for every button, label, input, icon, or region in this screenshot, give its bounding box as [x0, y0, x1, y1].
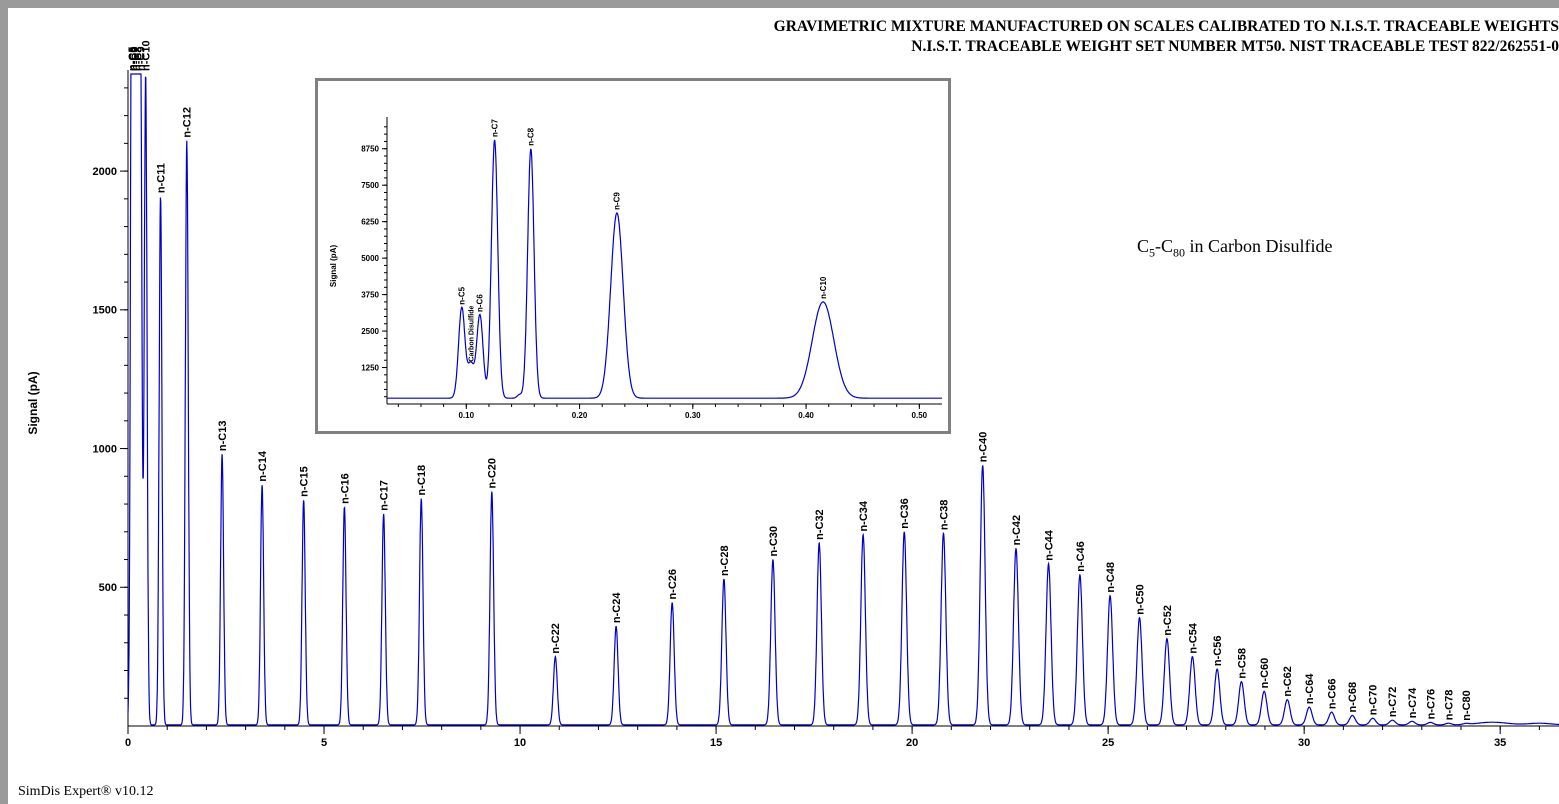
inset-y-axis-label: Signal (pA): [329, 245, 338, 288]
inset-y-tick-label: 2500: [361, 327, 379, 336]
main-peak-label: n-C15: [298, 466, 310, 497]
main-peak-label: n-C70: [1368, 685, 1380, 716]
inset-x-tick-label: 0.40: [798, 411, 814, 420]
main-peak-label: n-C18: [416, 465, 428, 496]
main-peak-label: n-C22: [550, 623, 562, 654]
main-y-tick-label: 500: [99, 582, 117, 594]
inset-peak-label: n-C8: [527, 127, 536, 145]
main-y-tick-label: 1000: [93, 443, 117, 455]
main-peak-label: n-C13: [217, 421, 229, 452]
main-peak-label: n-C20: [487, 458, 499, 489]
main-peak-label: n-C7: [130, 47, 142, 71]
inset-y-tick-label: 5000: [361, 254, 379, 263]
inset-y-tick-label: 6250: [361, 217, 379, 226]
main-peak-label: n-C42: [1011, 515, 1023, 546]
main-x-tick-label: 5: [321, 737, 327, 749]
main-peak-label: n-C6: [128, 47, 140, 71]
main-y-axis-label: Signal (pA): [26, 371, 40, 434]
inset-peak-label: Carbon Disulfide: [469, 306, 476, 362]
main-peak-label: n-C34: [858, 500, 870, 531]
main-peak-label: n-C8: [133, 47, 145, 71]
inset-chart: 1250 2500 3750 5000 6250 7500 8750 0.10 0.20 0.30…: [329, 117, 942, 420]
inset-peak-label: n-C10: [819, 276, 828, 299]
main-x-tick-label: 30: [1298, 737, 1310, 749]
inset-signal-trace: [387, 139, 942, 399]
main-peak-label: n-C62: [1282, 666, 1294, 697]
main-peak-label: n-C52: [1162, 605, 1174, 636]
main-peak-label: n-C44: [1043, 529, 1055, 560]
main-peak-label: n-C74: [1407, 687, 1419, 718]
main-peak-label: n-C36: [899, 498, 911, 529]
main-x-tick-label: 10: [514, 737, 526, 749]
main-peak-label: n-C24: [611, 592, 623, 623]
main-axes: 500 1000 1500 2000 0 5 10 15 20 25 30 35: [93, 70, 1559, 749]
main-x-tick-label: 20: [906, 737, 918, 749]
main-peak-label: n-C68: [1347, 682, 1359, 713]
main-peak-label: n-C58: [1236, 648, 1248, 679]
inset-y-tick-label: 7500: [361, 181, 379, 190]
main-x-tick-label: 35: [1494, 737, 1506, 749]
chromatogram-frame: GRAVIMETRIC MIXTURE MANUFACTURED ON SCAL…: [8, 8, 1559, 804]
main-peak-label: n-C10: [140, 40, 152, 71]
main-peak-label: n-C11: [155, 163, 167, 193]
main-peak-label: n-C9: [135, 47, 147, 71]
main-peak-label: n-C54: [1187, 622, 1199, 653]
inset-peak-label: n-C7: [490, 119, 499, 137]
main-peak-label: n-C12: [182, 107, 194, 138]
inset-peak-label: n-C5: [458, 286, 467, 304]
main-peak-label: n-C38: [938, 500, 950, 531]
main-peak-label: n-C66: [1326, 679, 1338, 710]
inset-y-tick-label: 3750: [361, 290, 379, 299]
main-peak-label: n-C46: [1075, 541, 1087, 572]
software-version: SimDis Expert® v10.12: [18, 784, 154, 799]
main-peak-label: n-C76: [1425, 689, 1437, 720]
main-peak-label: n-C48: [1105, 562, 1117, 593]
inset-y-tick-label: 8750: [361, 145, 379, 154]
main-peak-label: n-C60: [1259, 658, 1271, 689]
main-peak-label: n-C56: [1212, 636, 1224, 667]
main-peak-label: n-C26: [667, 569, 679, 600]
header-line-1: GRAVIMETRIC MIXTURE MANUFACTURED ON SCAL…: [773, 18, 1559, 35]
main-x-tick-label: 15: [710, 737, 722, 749]
main-peak-label: n-C40: [978, 432, 990, 463]
inset-x-tick-label: 0.10: [458, 411, 474, 420]
main-x-tick-label: 0: [125, 737, 131, 749]
inset-x-tick-label: 0.50: [912, 411, 928, 420]
inset-x-tick-label: 0.30: [685, 411, 701, 420]
inset-peak-label: n-C9: [613, 192, 622, 210]
main-peak-label: n-C80: [1461, 690, 1473, 721]
main-peak-label: n-C50: [1134, 584, 1146, 615]
main-peak-label: n-C5: [127, 47, 139, 71]
main-peak-label: n-C16: [339, 473, 351, 504]
main-x-tick-label: 25: [1102, 737, 1114, 749]
header-line-2: N.I.S.T. TRACEABLE WEIGHT SET NUMBER MT5…: [911, 38, 1559, 55]
inset-axes: 1250 2500 3750 5000 6250 7500 8750 0.10 0.20 0.30…: [361, 117, 942, 420]
main-peak-labels: n-C5n-C6n-C7n-C8n-C9n-C10n-C11n-C12n-C13…: [127, 40, 1473, 720]
inset-y-tick-label: 1250: [361, 363, 379, 372]
main-peak-label: n-C32: [814, 509, 826, 540]
inset-x-tick-label: 0.20: [572, 411, 588, 420]
inset-chart-panel: 1250 2500 3750 5000 6250 7500 8750 0.10 0.20 0.30…: [315, 78, 951, 434]
sample-description: C5-C80 in Carbon Disulfide: [1137, 236, 1333, 260]
main-signal-trace: [127, 73, 1559, 726]
main-peak-label: n-C14: [257, 450, 269, 481]
main-y-tick-label: 2000: [93, 166, 117, 178]
main-peak-label: n-C72: [1387, 687, 1399, 718]
main-peak-label: n-C28: [719, 545, 731, 576]
main-peak-label: n-C30: [768, 526, 780, 557]
inset-peak-label: n-C6: [476, 294, 485, 312]
main-peak-label: n-C78: [1443, 690, 1455, 721]
main-peak-label: n-C17: [378, 480, 390, 511]
main-peak-label: n-C64: [1304, 673, 1316, 704]
main-y-tick-label: 1500: [93, 305, 117, 317]
